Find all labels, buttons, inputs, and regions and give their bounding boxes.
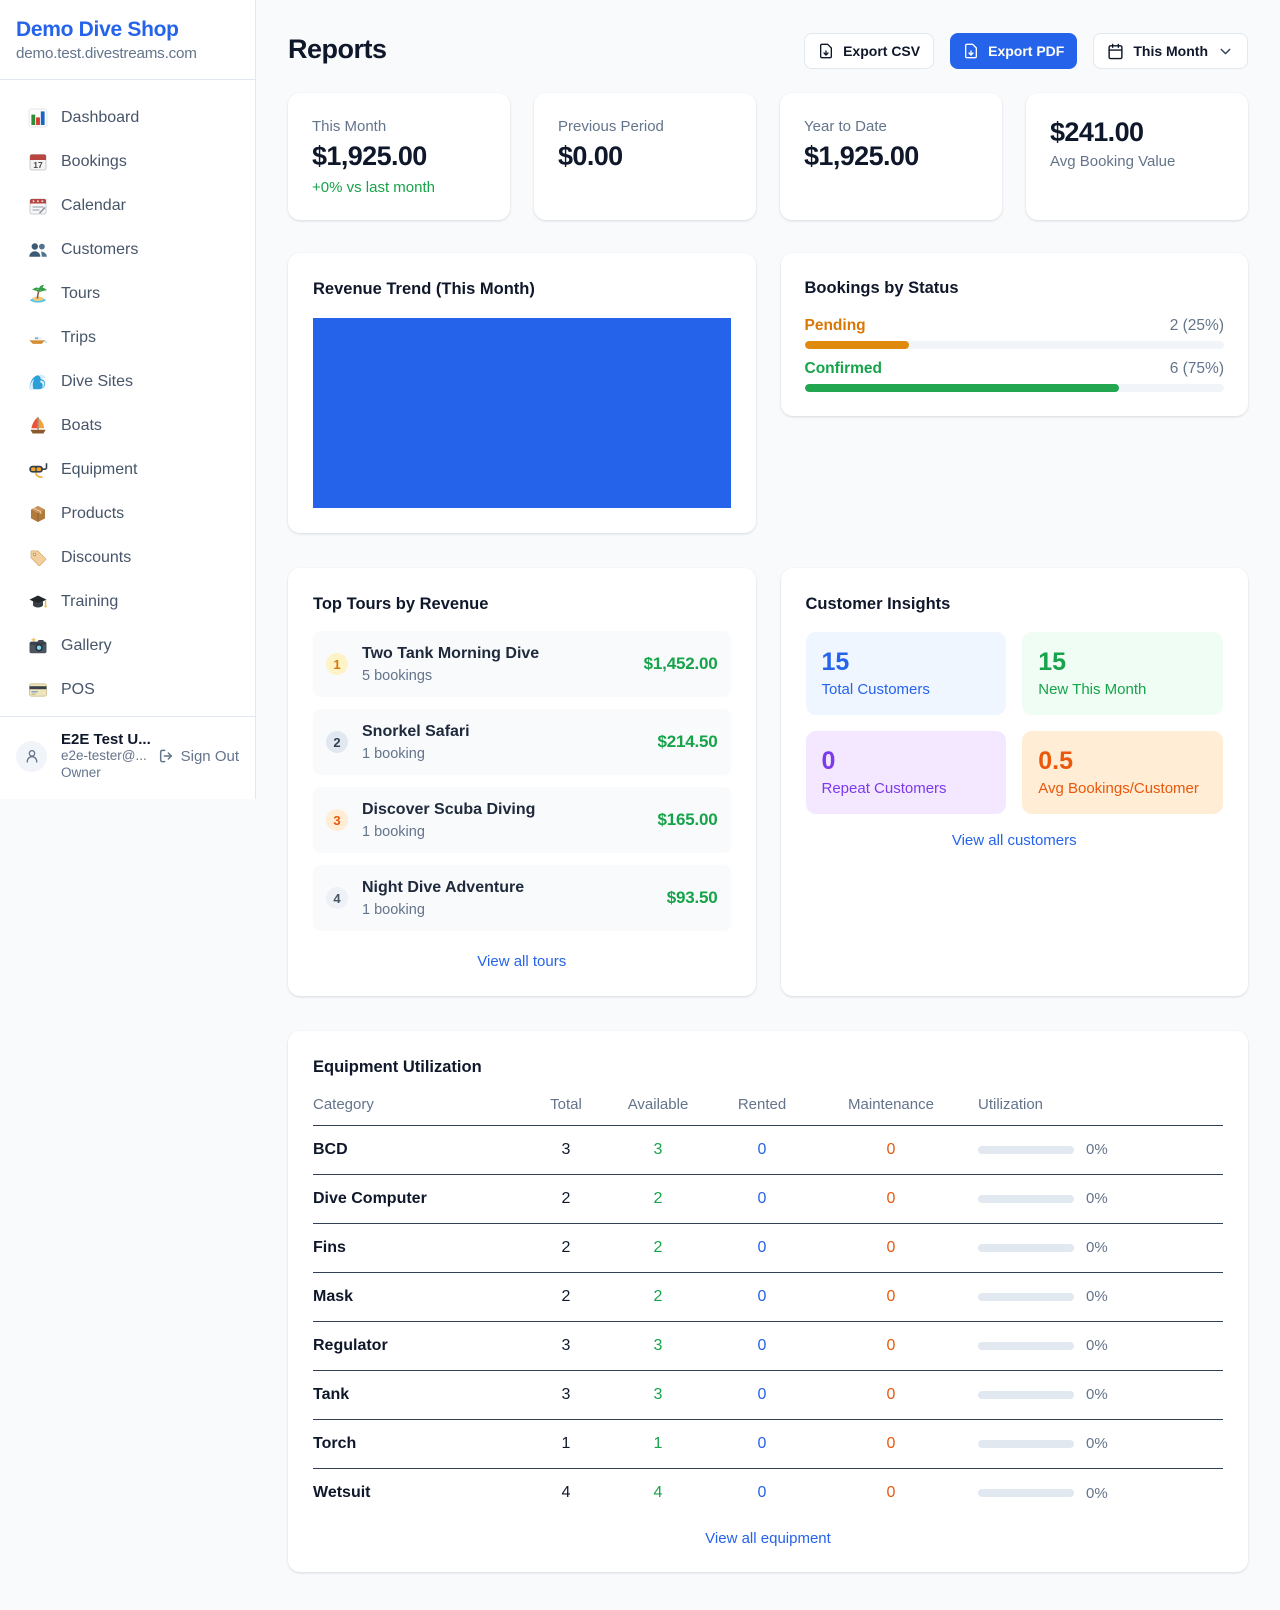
svg-text:17: 17 xyxy=(33,160,43,170)
